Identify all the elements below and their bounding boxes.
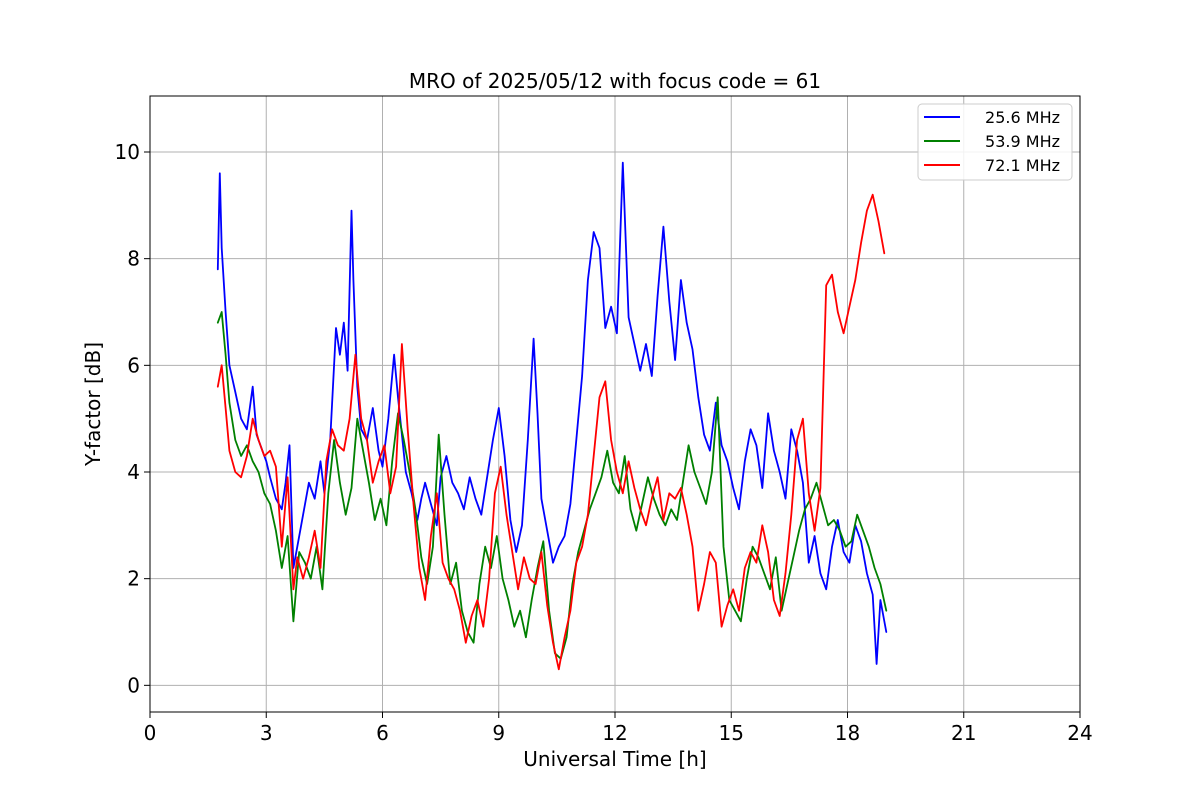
- legend-box: [917, 103, 1073, 181]
- y-tick-label: 0: [127, 673, 140, 697]
- x-tick-label: 15: [719, 721, 744, 745]
- series-line-3: [216, 193, 886, 671]
- chart-title: MRO of 2025/05/12 with focus code = 61: [409, 69, 821, 93]
- series-line-2: [216, 311, 888, 660]
- y-tick-label: 10: [115, 140, 140, 164]
- y-axis-label: Y-factor [dB]: [81, 342, 105, 467]
- x-axis-label: Universal Time [h]: [523, 747, 706, 771]
- x-tick-label: 24: [1067, 721, 1092, 745]
- x-tick-label: 9: [492, 721, 505, 745]
- x-tick-label: 21: [951, 721, 976, 745]
- x-tick-label: 18: [835, 721, 860, 745]
- x-tick-label: 12: [602, 721, 627, 745]
- y-tick-label: 8: [127, 247, 140, 271]
- series-lines: [216, 161, 888, 671]
- y-tick-label: 6: [127, 353, 140, 377]
- legend-label: 72.1 MHz: [985, 156, 1060, 175]
- series-line-1: [216, 161, 888, 665]
- x-tick-label: 0: [144, 721, 157, 745]
- x-tick-label: 6: [376, 721, 389, 745]
- x-tick-label: 3: [260, 721, 273, 745]
- legend: 25.6 MHz 53.9 MHz 72.1 MHz: [917, 103, 1073, 181]
- y-tick-label: 2: [127, 567, 140, 591]
- y-tick-label: 4: [127, 460, 140, 484]
- legend-label: 25.6 MHz: [985, 108, 1060, 127]
- legend-label: 53.9 MHz: [985, 132, 1060, 151]
